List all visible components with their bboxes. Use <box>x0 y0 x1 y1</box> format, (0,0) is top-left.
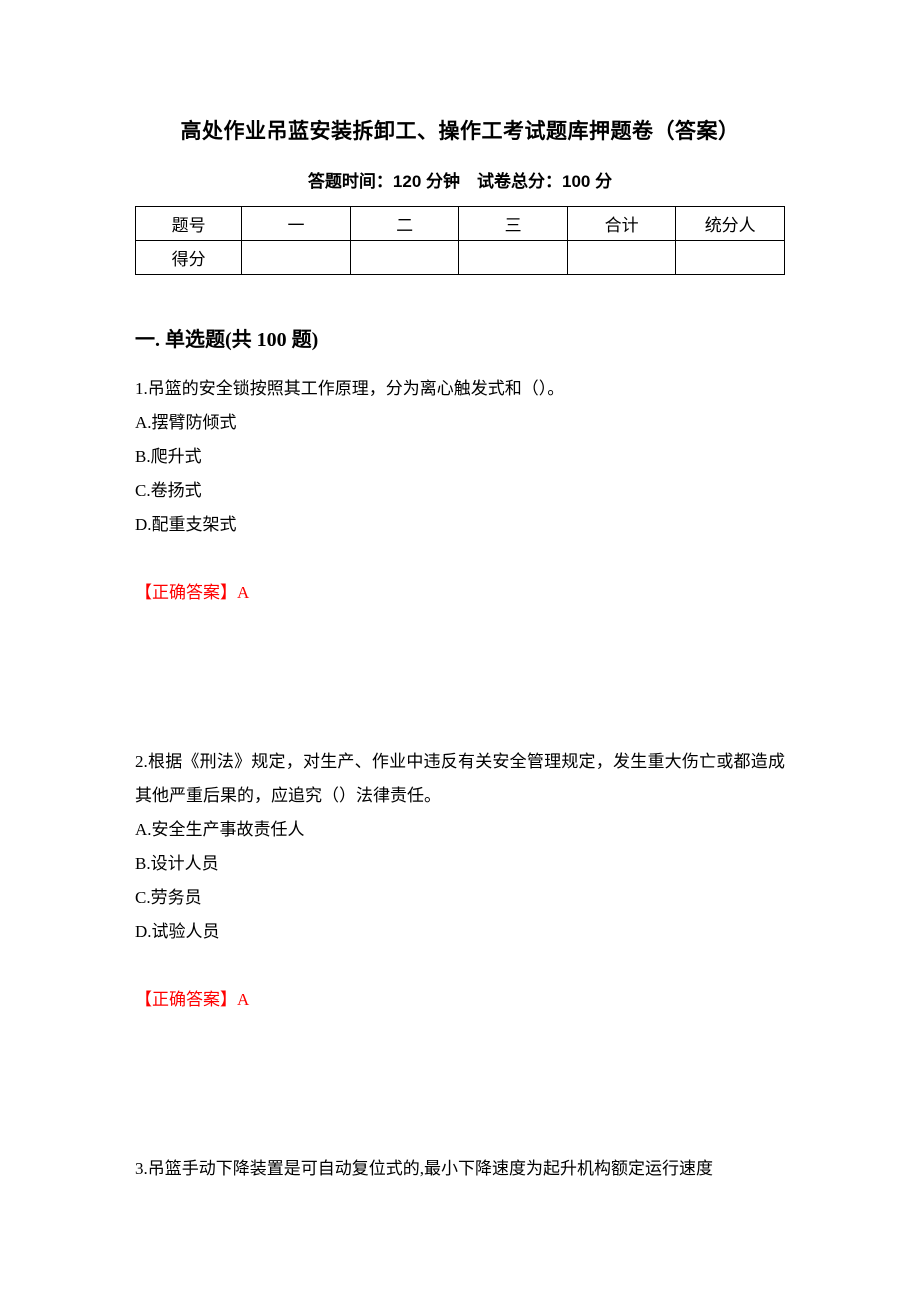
question-block: 3.吊篮手动下降装置是可自动复位式的,最小下降速度为起升机构额定运行速度 <box>135 1152 785 1186</box>
document-title: 高处作业吊蓝安装拆卸工、操作工考试题库押题卷（答案） <box>135 115 785 145</box>
question-stem: 3.吊篮手动下降装置是可自动复位式的,最小下降速度为起升机构额定运行速度 <box>135 1152 785 1186</box>
table-cell <box>567 241 676 275</box>
score-table: 题号 一 二 三 合计 统分人 得分 <box>135 206 785 275</box>
table-cell: 得分 <box>136 241 242 275</box>
page-container: 高处作业吊蓝安装拆卸工、操作工考试题库押题卷（答案） 答题时间：120 分钟 试… <box>0 0 920 1186</box>
question-stem: 2.根据《刑法》规定，对生产、作业中违反有关安全管理规定，发生重大伤亡或都造成其… <box>135 745 785 813</box>
question-stem: 1.吊篮的安全锁按照其工作原理，分为离心触发式和（）。 <box>135 372 785 406</box>
question-option: C.劳务员 <box>135 881 785 915</box>
answer-line: 【正确答案】A <box>135 576 785 610</box>
answer-line: 【正确答案】A <box>135 983 785 1017</box>
table-header-cell: 三 <box>459 207 568 241</box>
table-cell <box>676 241 785 275</box>
answer-value: A <box>237 583 249 602</box>
table-cell <box>350 241 459 275</box>
question-option: D.试验人员 <box>135 915 785 949</box>
question-option: C.卷扬式 <box>135 474 785 508</box>
table-cell <box>242 241 351 275</box>
table-header-cell: 二 <box>350 207 459 241</box>
question-option: B.爬升式 <box>135 440 785 474</box>
question-option: A.安全生产事故责任人 <box>135 813 785 847</box>
question-block: 2.根据《刑法》规定，对生产、作业中违反有关安全管理规定，发生重大伤亡或都造成其… <box>135 745 785 1017</box>
table-header-cell: 题号 <box>136 207 242 241</box>
spacer <box>135 1017 785 1152</box>
table-row: 题号 一 二 三 合计 统分人 <box>136 207 785 241</box>
question-option: A.摆臂防倾式 <box>135 406 785 440</box>
table-cell <box>459 241 568 275</box>
table-header-cell: 统分人 <box>676 207 785 241</box>
table-row: 得分 <box>136 241 785 275</box>
answer-label: 【正确答案】 <box>135 990 237 1009</box>
question-block: 1.吊篮的安全锁按照其工作原理，分为离心触发式和（）。 A.摆臂防倾式 B.爬升… <box>135 372 785 610</box>
answer-value: A <box>237 990 249 1009</box>
table-header-cell: 一 <box>242 207 351 241</box>
spacer <box>135 610 785 745</box>
section-heading: 一. 单选题(共 100 题) <box>135 323 785 352</box>
document-subtitle: 答题时间：120 分钟 试卷总分：100 分 <box>135 167 785 192</box>
answer-label: 【正确答案】 <box>135 583 237 602</box>
question-option: B.设计人员 <box>135 847 785 881</box>
question-option: D.配重支架式 <box>135 508 785 542</box>
table-header-cell: 合计 <box>567 207 676 241</box>
